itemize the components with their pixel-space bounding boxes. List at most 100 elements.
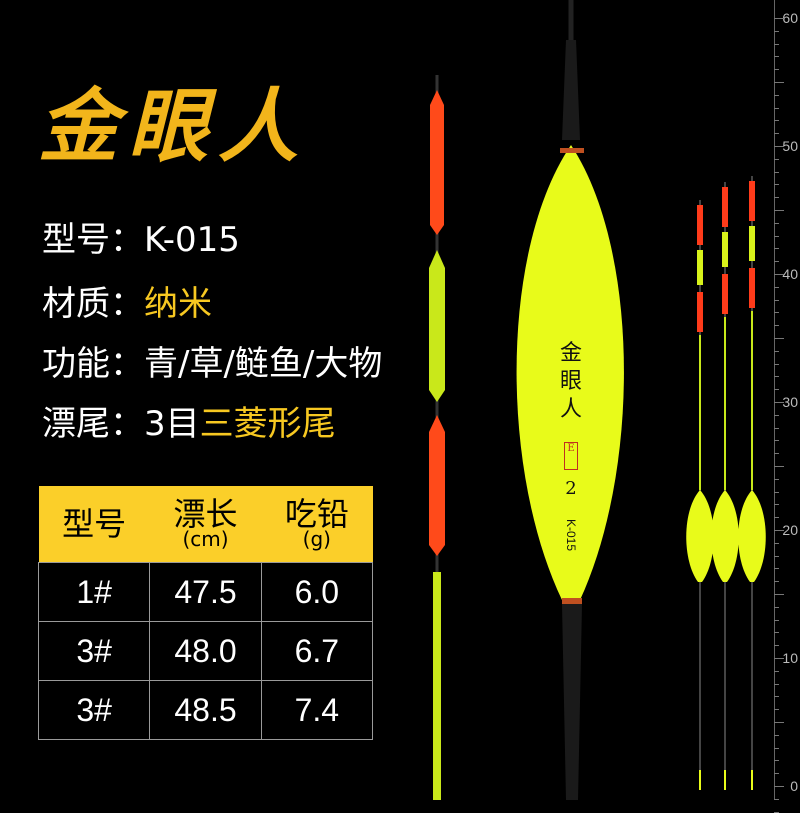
spec-tail: 漂尾：3目三菱形尾 — [42, 396, 336, 445]
ruler-tick — [774, 235, 779, 237]
ruler-tick — [774, 453, 779, 455]
spec-value: 纳米 — [144, 284, 212, 324]
ruler-tick — [774, 581, 779, 583]
ruler-tick — [774, 171, 779, 173]
spec-model: 型号：K-015 — [42, 212, 240, 261]
ruler-label: 60 — [782, 10, 798, 26]
ruler-tick — [774, 286, 779, 288]
ruler-tick — [774, 363, 779, 365]
ruler-tick — [774, 402, 784, 403]
spec-label: 材质： — [42, 284, 144, 324]
ruler-tick — [774, 222, 779, 224]
spec-label: 功能： — [42, 344, 144, 384]
ruler-tick — [774, 197, 779, 199]
ruler-tick — [774, 30, 779, 32]
ruler-tick — [774, 69, 779, 71]
spec-function: 功能：青/草/鲢鱼/大物 — [42, 336, 382, 385]
ruler-tick — [774, 43, 779, 45]
ruler: 60 50 40 30 20 10 0 — [770, 0, 800, 813]
spec-table: 型号 漂长 (cm) 吃铅 (g) 1# 47.5 6.0 3# 48.0 6.7 3# 48… — [37, 486, 374, 740]
header-weight: 吃铅 (g) — [261, 486, 373, 563]
table-header: 型号 漂长 (cm) 吃铅 (g) — [38, 486, 373, 563]
ruler-tick — [774, 683, 779, 685]
spec-label: 型号： — [42, 220, 144, 260]
ruler-tick — [774, 299, 779, 301]
spec-label: 漂尾： — [42, 404, 144, 444]
table-row: 3# 48.5 7.4 — [37, 680, 374, 740]
header-model: 型号 — [38, 486, 150, 563]
ruler-tick — [774, 811, 779, 813]
brand-title: 金眼人 — [38, 79, 308, 173]
ruler-tick — [774, 594, 784, 595]
ruler-tick — [774, 94, 779, 96]
ruler-tick — [774, 120, 779, 122]
ruler-tick — [774, 734, 779, 736]
float-tip-detail — [429, 75, 445, 800]
spec-value: K-015 — [144, 220, 240, 260]
ruler-tick — [774, 709, 779, 711]
ruler-tick — [774, 376, 779, 378]
header-length: 漂长 (cm) — [149, 486, 262, 563]
float-label: 金眼人 E 2 K-015 — [556, 340, 586, 551]
ruler-tick — [774, 670, 779, 672]
ruler-tick — [774, 542, 779, 544]
ruler-tick — [774, 427, 779, 429]
ruler-tick — [774, 184, 779, 186]
ruler-tick — [774, 619, 779, 621]
ruler-tick — [774, 466, 784, 467]
ruler-tick — [774, 786, 784, 787]
ruler-tick — [774, 606, 779, 608]
ruler-tick — [774, 798, 779, 800]
ruler-tick — [774, 414, 779, 416]
main-float — [516, 0, 624, 800]
ruler-tick — [774, 325, 779, 327]
ruler-tick — [774, 530, 784, 531]
ruler-tick — [774, 338, 784, 339]
ruler-label: 0 — [790, 778, 798, 794]
ruler-tick — [774, 146, 784, 147]
ruler-tick — [774, 632, 779, 634]
ruler-tick — [774, 82, 784, 83]
spec-value-highlight: 三菱形尾 — [199, 404, 336, 444]
float-brand-text: 金眼人 — [560, 341, 583, 422]
ruler-label: 20 — [782, 522, 798, 538]
small-float — [711, 182, 739, 790]
ruler-tick — [774, 261, 779, 263]
ruler-tick — [774, 18, 784, 19]
ruler-tick — [774, 760, 779, 762]
float-model: K-015 — [564, 519, 578, 552]
ruler-tick — [774, 478, 779, 480]
ruler-tick — [774, 56, 779, 58]
ruler-tick — [774, 158, 779, 160]
ruler-tick — [774, 555, 779, 557]
ruler-tick — [774, 312, 779, 314]
ruler-tick — [774, 440, 779, 442]
spec-material: 材质：纳米 — [42, 276, 212, 325]
ruler-tick — [774, 658, 784, 659]
ruler-tick — [774, 504, 779, 506]
ruler-tick — [774, 248, 779, 250]
ruler-label: 40 — [782, 266, 798, 282]
table-row: 3# 48.0 6.7 — [37, 621, 374, 681]
ruler-tick — [774, 107, 779, 109]
ruler-tick — [774, 350, 779, 352]
ruler-tick — [774, 645, 779, 647]
table-row: 1# 47.5 6.0 — [37, 562, 374, 622]
ruler-tick — [774, 389, 779, 391]
float-number: 2 — [565, 478, 577, 499]
ruler-label: 50 — [782, 138, 798, 154]
ruler-label: 30 — [782, 394, 798, 410]
spec-value: 青/草/鲢鱼/大物 — [144, 344, 383, 384]
ruler-tick — [774, 210, 784, 211]
ruler-tick — [774, 696, 779, 698]
small-floats — [686, 176, 766, 790]
ruler-tick — [774, 133, 779, 135]
ruler-tick — [774, 747, 779, 749]
ruler-label: 10 — [782, 650, 798, 666]
ruler-tick — [774, 773, 779, 775]
spec-value: 3目 — [144, 404, 200, 444]
small-float — [686, 200, 714, 790]
ruler-tick — [774, 274, 784, 275]
seal-stamp: E — [564, 442, 578, 470]
